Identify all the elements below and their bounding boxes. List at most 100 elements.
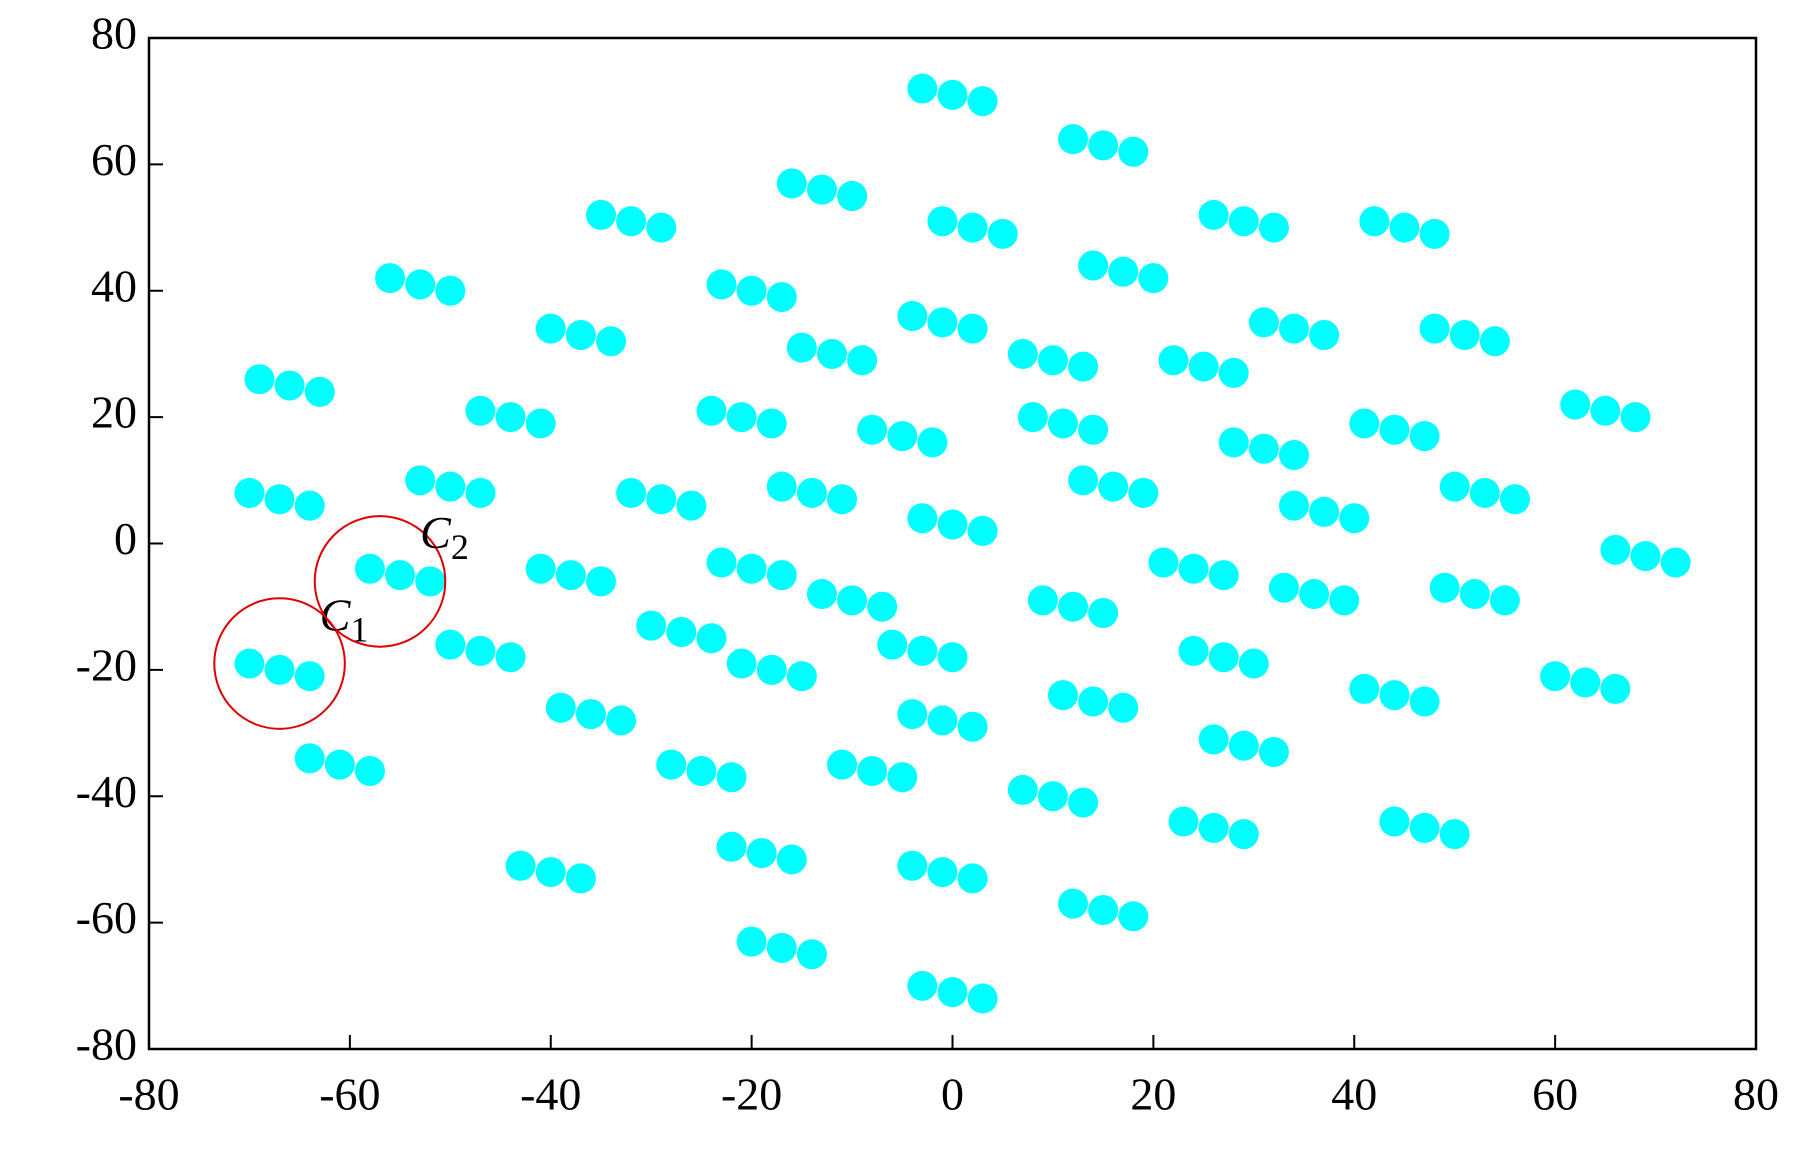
point: [756, 654, 787, 685]
point: [435, 629, 466, 660]
point: [1158, 345, 1189, 376]
x-tick-label: 60: [1532, 1069, 1578, 1120]
point: [1258, 737, 1289, 768]
point: [264, 484, 295, 515]
point: [927, 206, 958, 237]
point: [1499, 484, 1530, 515]
point: [294, 743, 325, 774]
point: [726, 648, 757, 679]
annotation-subscript: 1: [350, 610, 368, 650]
point: [274, 370, 305, 401]
y-tick-label: -80: [76, 1019, 137, 1070]
point: [987, 218, 1018, 249]
point: [385, 560, 416, 591]
point: [766, 560, 797, 591]
point: [1419, 313, 1450, 344]
point: [1007, 774, 1038, 805]
point: [324, 749, 355, 780]
point: [1118, 901, 1149, 932]
point: [706, 269, 737, 300]
point: [907, 73, 938, 104]
point: [1630, 541, 1661, 572]
x-tick-label: -40: [520, 1069, 581, 1120]
point: [716, 831, 747, 862]
point: [435, 275, 466, 306]
point: [1278, 440, 1309, 471]
x-tick-label: -80: [118, 1069, 179, 1120]
point: [696, 623, 727, 654]
point: [927, 857, 958, 888]
point: [1007, 338, 1038, 369]
point: [1178, 635, 1209, 666]
point: [1600, 534, 1631, 565]
point: [1058, 888, 1089, 919]
point: [1218, 357, 1249, 388]
point: [1660, 547, 1691, 578]
point: [907, 503, 938, 534]
point: [1379, 414, 1410, 445]
point: [1078, 686, 1109, 717]
point: [656, 749, 687, 780]
point: [1459, 579, 1490, 610]
point: [1228, 206, 1259, 237]
point: [877, 629, 908, 660]
point: [1329, 585, 1360, 616]
point: [1570, 667, 1601, 698]
point: [1118, 136, 1149, 167]
point: [927, 307, 958, 338]
point: [1037, 781, 1068, 812]
annotation-label: C2: [420, 507, 469, 568]
point: [957, 863, 988, 894]
point: [666, 616, 697, 647]
point: [1098, 471, 1129, 502]
annotation-text: C: [320, 589, 352, 640]
point: [1359, 206, 1390, 237]
x-tick-label: 80: [1733, 1069, 1779, 1120]
point: [1268, 572, 1299, 603]
point: [736, 926, 767, 957]
y-tick-label: 40: [91, 260, 137, 311]
point: [646, 484, 677, 515]
point: [967, 983, 998, 1014]
point: [465, 395, 496, 426]
point: [575, 699, 606, 730]
point: [1409, 686, 1440, 717]
point: [1339, 503, 1370, 534]
point: [264, 654, 295, 685]
point: [616, 477, 647, 508]
point: [1218, 427, 1249, 458]
point: [1299, 579, 1330, 610]
annotation-label: C1: [320, 589, 369, 650]
point: [847, 345, 878, 376]
y-tick-label: -60: [76, 892, 137, 943]
point: [867, 591, 898, 622]
annotation-subscript: 2: [451, 527, 469, 567]
point: [1379, 680, 1410, 711]
point: [766, 471, 797, 502]
point: [1429, 572, 1460, 603]
point: [887, 421, 918, 452]
point: [565, 863, 596, 894]
point: [1198, 724, 1229, 755]
point: [535, 313, 566, 344]
point: [1349, 673, 1380, 704]
point: [1258, 212, 1289, 243]
point: [1128, 477, 1159, 508]
y-tick-label: 60: [91, 134, 137, 185]
point: [1208, 642, 1239, 673]
point: [1188, 351, 1219, 382]
point: [1047, 408, 1078, 439]
point: [897, 699, 928, 730]
point: [756, 408, 787, 439]
point: [465, 477, 496, 508]
point: [1198, 199, 1229, 230]
point: [606, 705, 637, 736]
point: [937, 642, 968, 673]
point: [1058, 124, 1089, 155]
point: [1409, 421, 1440, 452]
point: [1168, 806, 1199, 837]
point: [1278, 490, 1309, 521]
point: [405, 465, 436, 496]
point: [1600, 673, 1631, 704]
